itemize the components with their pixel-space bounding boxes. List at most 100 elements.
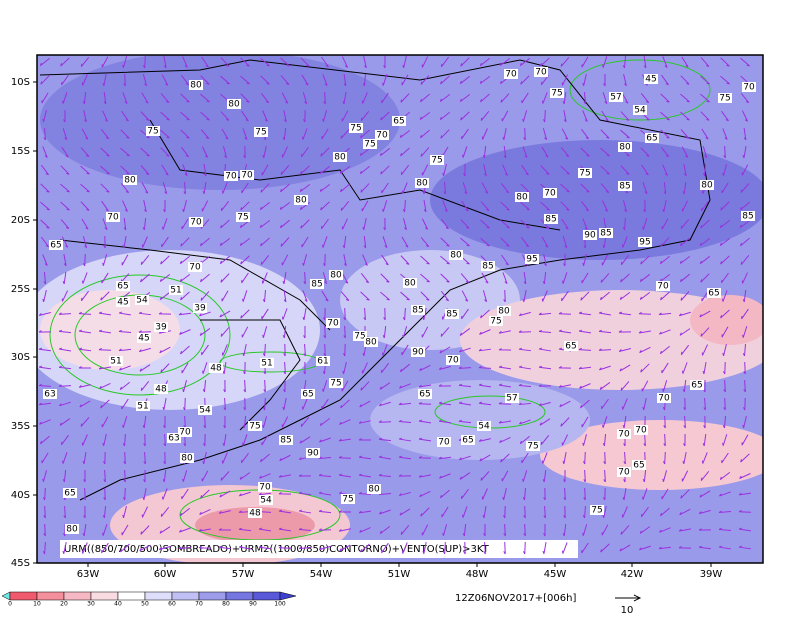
contour-label-box — [375, 130, 389, 140]
wind-arrow — [262, 146, 267, 159]
contour-label: 48 — [155, 385, 167, 395]
wind-arrow — [561, 128, 569, 140]
wind-arrow — [140, 165, 150, 175]
wind-arrow — [680, 219, 690, 229]
wind-arrow — [218, 545, 232, 550]
wind-arrow — [462, 506, 468, 518]
wind-arrow — [480, 219, 490, 229]
wind-arrow — [443, 181, 446, 195]
wind-arrow — [420, 291, 430, 301]
wind-arrow — [62, 469, 67, 483]
wind-arrow — [178, 312, 192, 316]
wind-arrow — [718, 491, 731, 497]
wind-arrow — [741, 434, 749, 446]
wind-arrow — [561, 290, 569, 302]
contour-label: 80 — [498, 307, 510, 317]
wind-arrow — [458, 419, 472, 424]
wind-arrow — [680, 93, 690, 103]
wind-arrow — [699, 237, 711, 247]
contour-label-box — [260, 358, 274, 368]
wind-arrow — [340, 201, 350, 211]
wind-arrow — [419, 490, 431, 498]
colorbar-cell — [198, 591, 227, 601]
contour-label-box — [700, 180, 714, 190]
wind-arrow — [480, 201, 490, 211]
wind-arrow — [520, 237, 530, 248]
wind-arrow — [560, 147, 570, 158]
wind-arrow — [558, 329, 572, 334]
vector-arrow-head — [633, 594, 642, 602]
wind-arrow — [323, 91, 326, 105]
wind-arrow — [662, 200, 667, 213]
wind-arrow — [600, 273, 610, 283]
contour-label-box — [136, 401, 150, 411]
wind-arrow — [262, 110, 268, 122]
wind-arrow — [399, 383, 411, 389]
wind-arrow — [619, 291, 631, 301]
wind-arrow — [281, 92, 289, 104]
wind-arrow — [718, 545, 732, 550]
contour-label: 80 — [334, 153, 346, 163]
wind-arrow — [501, 254, 509, 266]
contour-label: 70 — [535, 68, 547, 78]
contour-label: 85 — [545, 215, 556, 225]
wind-arrow — [681, 56, 689, 68]
wind-arrow — [720, 272, 729, 284]
wind-arrow — [220, 57, 230, 67]
wind-arrow — [681, 470, 689, 482]
wind-arrow — [739, 201, 750, 211]
contour-label: 80 — [190, 81, 202, 91]
wind-arrow — [321, 398, 329, 410]
wind-arrow — [319, 165, 331, 175]
wind-arrow — [321, 128, 329, 140]
wind-arrow — [440, 273, 450, 283]
wind-arrow — [440, 129, 450, 139]
wind-arrow — [482, 505, 487, 519]
wind-arrow — [642, 469, 647, 483]
wind-arrow — [599, 291, 610, 301]
wind-arrow — [181, 146, 189, 158]
wind-arrow — [158, 545, 171, 551]
contour-label-box — [49, 240, 63, 250]
wind-arrow — [222, 361, 227, 375]
wind-arrow — [642, 488, 648, 500]
wind-arrow — [680, 75, 690, 85]
wind-arrow — [262, 343, 266, 357]
wind-arrow — [663, 415, 666, 429]
contour-label: 70 — [544, 189, 556, 199]
wind-arrow — [261, 434, 269, 446]
wind-arrow — [458, 401, 472, 406]
wind-arrow — [741, 308, 749, 320]
wind-arrow — [623, 200, 627, 213]
contour-label-box — [189, 80, 203, 90]
wind-arrow — [578, 347, 592, 351]
wind-arrow — [238, 527, 252, 532]
wind-arrow — [299, 183, 311, 193]
contour-label-box — [590, 505, 604, 515]
wind-arrow — [702, 362, 707, 375]
wind-arrow — [163, 433, 166, 447]
wind-arrow — [141, 506, 149, 518]
wind-arrow — [260, 254, 270, 266]
wind-arrow — [419, 93, 430, 103]
wind-arrow — [640, 363, 650, 373]
wind-arrow — [620, 254, 630, 266]
wind-arrow — [100, 147, 110, 157]
wind-arrow — [220, 327, 230, 337]
wind-arrow — [361, 200, 369, 212]
wind-arrow — [420, 237, 430, 248]
wind-arrow — [78, 329, 92, 334]
wind-arrow — [58, 312, 72, 315]
vector-scale: 10 — [621, 605, 634, 616]
wind-arrow — [418, 384, 431, 388]
wind-arrow — [363, 307, 366, 321]
wind-arrow — [58, 329, 72, 334]
contour-label: 54 — [136, 296, 148, 306]
wind-arrow — [522, 470, 528, 482]
contour-label: 65 — [646, 134, 657, 144]
wind-arrow — [318, 437, 331, 443]
wind-arrow — [140, 147, 150, 157]
wind-arrow — [158, 312, 172, 315]
wind-arrow — [420, 255, 430, 265]
